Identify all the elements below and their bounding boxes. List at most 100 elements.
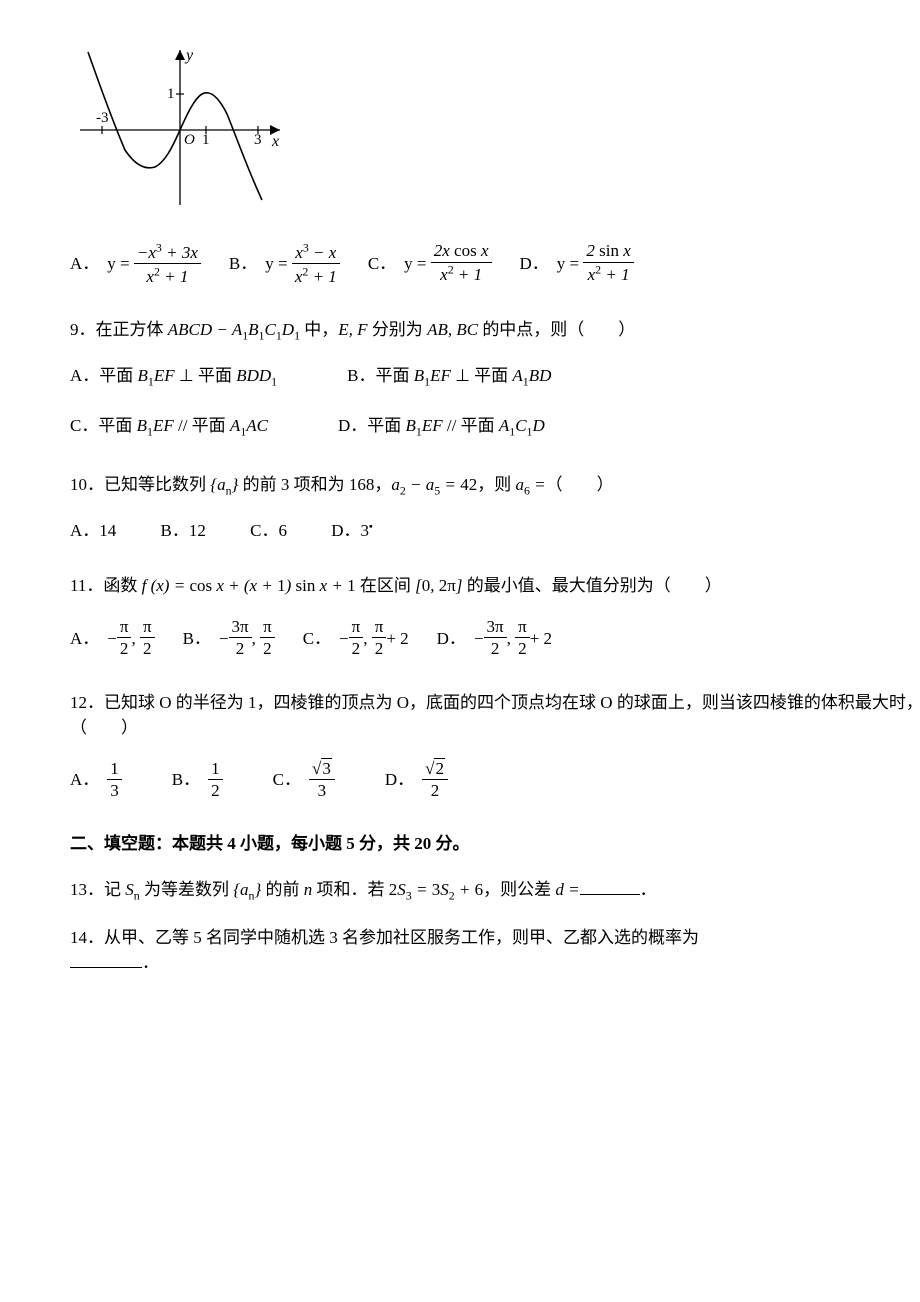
q12-options: A． 13 B． 12 C． √33 D． √22 — [70, 759, 920, 802]
opt-text: 平面 — [375, 366, 413, 385]
option-label: B． — [347, 366, 375, 385]
q14-text-2: ． — [142, 953, 159, 972]
opt-text: 平面 — [99, 366, 137, 385]
den: 2 — [349, 638, 364, 659]
den: 2 — [229, 638, 252, 659]
q13-text-2: 为等差数列 — [140, 880, 234, 899]
q11-text-2: 在区间 — [356, 576, 416, 595]
opt-text: 平面 — [192, 416, 230, 435]
q9-option-c: C．平面 B1EF // 平面 A1AC — [70, 413, 268, 441]
q14-text-1: 14．从甲、乙等 5 名同学中随机选 3 名参加社区服务工作，则甲、乙都入选的概… — [70, 928, 699, 947]
q13-stem: 13．记 Sn 为等差数列 {an} 的前 n 项和．若 2S3 = 3S2 +… — [70, 877, 920, 905]
q9-option-d: D．平面 B1EF // 平面 A1C1D — [338, 413, 545, 441]
tick-neg3: -3 — [96, 110, 109, 126]
q9-option-b: B．平面 B1EF ⊥ 平面 A1BD — [347, 363, 551, 391]
num: 1 — [107, 759, 122, 780]
graph-svg: -3 O 1 3 1 x y — [70, 40, 290, 210]
num: 1 — [208, 759, 223, 780]
opt-text: 平面 — [367, 416, 405, 435]
num: 3π — [484, 617, 507, 638]
origin-label: O — [184, 132, 195, 148]
tick-1x: 1 — [202, 132, 210, 148]
option-label: A． — [70, 626, 99, 652]
q9-option-a: A．平面 B1EF ⊥ 平面 BDD1 — [70, 363, 277, 391]
num: π — [140, 617, 155, 638]
q10-text-4: （ ） — [546, 475, 614, 494]
q12-text: 12．已知球 O 的半径为 1，四棱锥的顶点为 O，底面的四个顶点均在球 O 的… — [70, 693, 920, 738]
den: 2 — [515, 638, 530, 659]
den: 2 — [422, 780, 448, 801]
option-label: C． — [70, 416, 98, 435]
q13-text-3: 的前 — [261, 880, 304, 899]
num: π — [260, 617, 275, 638]
opt-rel: ⊥ — [451, 366, 474, 385]
q10-option-c: C．6 — [250, 518, 287, 544]
opt-rel: // — [443, 416, 461, 435]
option-label: A． — [70, 251, 99, 277]
num: 3π — [229, 617, 252, 638]
q11-text-1: 11．函数 — [70, 576, 142, 595]
q12-option-b: B． 12 — [172, 759, 223, 802]
den: 3 — [309, 780, 335, 801]
extra: + 2 — [386, 626, 408, 652]
q10-option-d: D．3▪ — [331, 518, 372, 544]
num: π — [372, 617, 387, 638]
q9-text-1: 9．在正方体 — [70, 320, 168, 339]
num: π — [515, 617, 530, 638]
q12-option-c: C． √33 — [273, 759, 335, 802]
option-label: B． — [229, 251, 257, 277]
q10-options: A．14 B．12 C．6 D．3▪ — [70, 518, 920, 544]
q9-text-2: 中， — [300, 320, 338, 339]
opt-val: 14 — [99, 521, 116, 540]
extra: + 2 — [530, 626, 552, 652]
section-2-heading: 二、填空题：本题共 4 小题，每小题 5 分，共 20 分。 — [70, 831, 920, 857]
option-label: B． — [161, 521, 189, 540]
y-eq: y = — [107, 254, 129, 273]
q8-option-a: A． y = −x3 + 3xx2 + 1 — [70, 240, 201, 287]
den: 2 — [140, 638, 155, 659]
q13-text-5: ，则公差 — [483, 880, 555, 899]
q14-blank — [70, 953, 142, 968]
q14-stem: 14．从甲、乙等 5 名同学中随机选 3 名参加社区服务工作，则甲、乙都入选的概… — [70, 925, 920, 976]
q10-text-3: ，则 — [477, 475, 515, 494]
num: π — [117, 617, 132, 638]
q8-option-d: D． y = 2 sin xx2 + 1 — [520, 241, 634, 285]
q10-option-b: B．12 — [161, 518, 206, 544]
q9-text-3: 分别为 — [368, 320, 428, 339]
opt-text: 平面 — [461, 416, 499, 435]
q13-text-4: 项和．若 — [312, 880, 389, 899]
tick-1y: 1 — [167, 86, 175, 102]
q13-text-1: 13．记 — [70, 880, 125, 899]
option-label: B． — [172, 767, 200, 793]
opt-val: 12 — [189, 521, 206, 540]
q11-text-3: 的最小值、最大值分别为（ ） — [462, 576, 721, 595]
y-eq: y = — [557, 254, 579, 273]
opt-text: 平面 — [474, 366, 512, 385]
option-label: C． — [368, 251, 396, 277]
option-label: C． — [303, 626, 331, 652]
den: 2 — [484, 638, 507, 659]
q12-option-a: A． 13 — [70, 759, 122, 802]
option-label: D． — [338, 416, 367, 435]
q10-stem: 10．已知等比数列 {an} 的前 3 项和为 168，a2 − a5 = 42… — [70, 472, 920, 500]
dot-mark: ▪ — [369, 521, 373, 532]
option-label: A． — [70, 366, 99, 385]
q11-option-b: B． −3π2, π2 — [183, 617, 275, 660]
function-graph: -3 O 1 3 1 x y — [70, 40, 920, 210]
den: 2 — [117, 638, 132, 659]
option-label: C． — [273, 767, 301, 793]
option-label: A． — [70, 521, 99, 540]
y-eq: y = — [404, 254, 426, 273]
q9-text-4: 的中点，则（ ） — [478, 320, 635, 339]
opt-val: 3 — [361, 521, 370, 540]
opt-rel: ⊥ — [175, 366, 198, 385]
option-label: D． — [331, 521, 360, 540]
opt-text: 平面 — [198, 366, 236, 385]
q8-option-c: C． y = 2x cos xx2 + 1 — [368, 241, 492, 285]
option-label: B． — [183, 626, 211, 652]
q11-stem: 11．函数 f (x) = cos x + (x + 1) sin x + 1 … — [70, 573, 920, 599]
q9-stem: 9．在正方体 ABCD − A1B1C1D1 中，E, F 分别为 AB, BC… — [70, 317, 920, 345]
q11-option-c: C． −π2, π2 + 2 — [303, 617, 409, 660]
den: 2 — [372, 638, 387, 659]
option-label: D． — [520, 251, 549, 277]
